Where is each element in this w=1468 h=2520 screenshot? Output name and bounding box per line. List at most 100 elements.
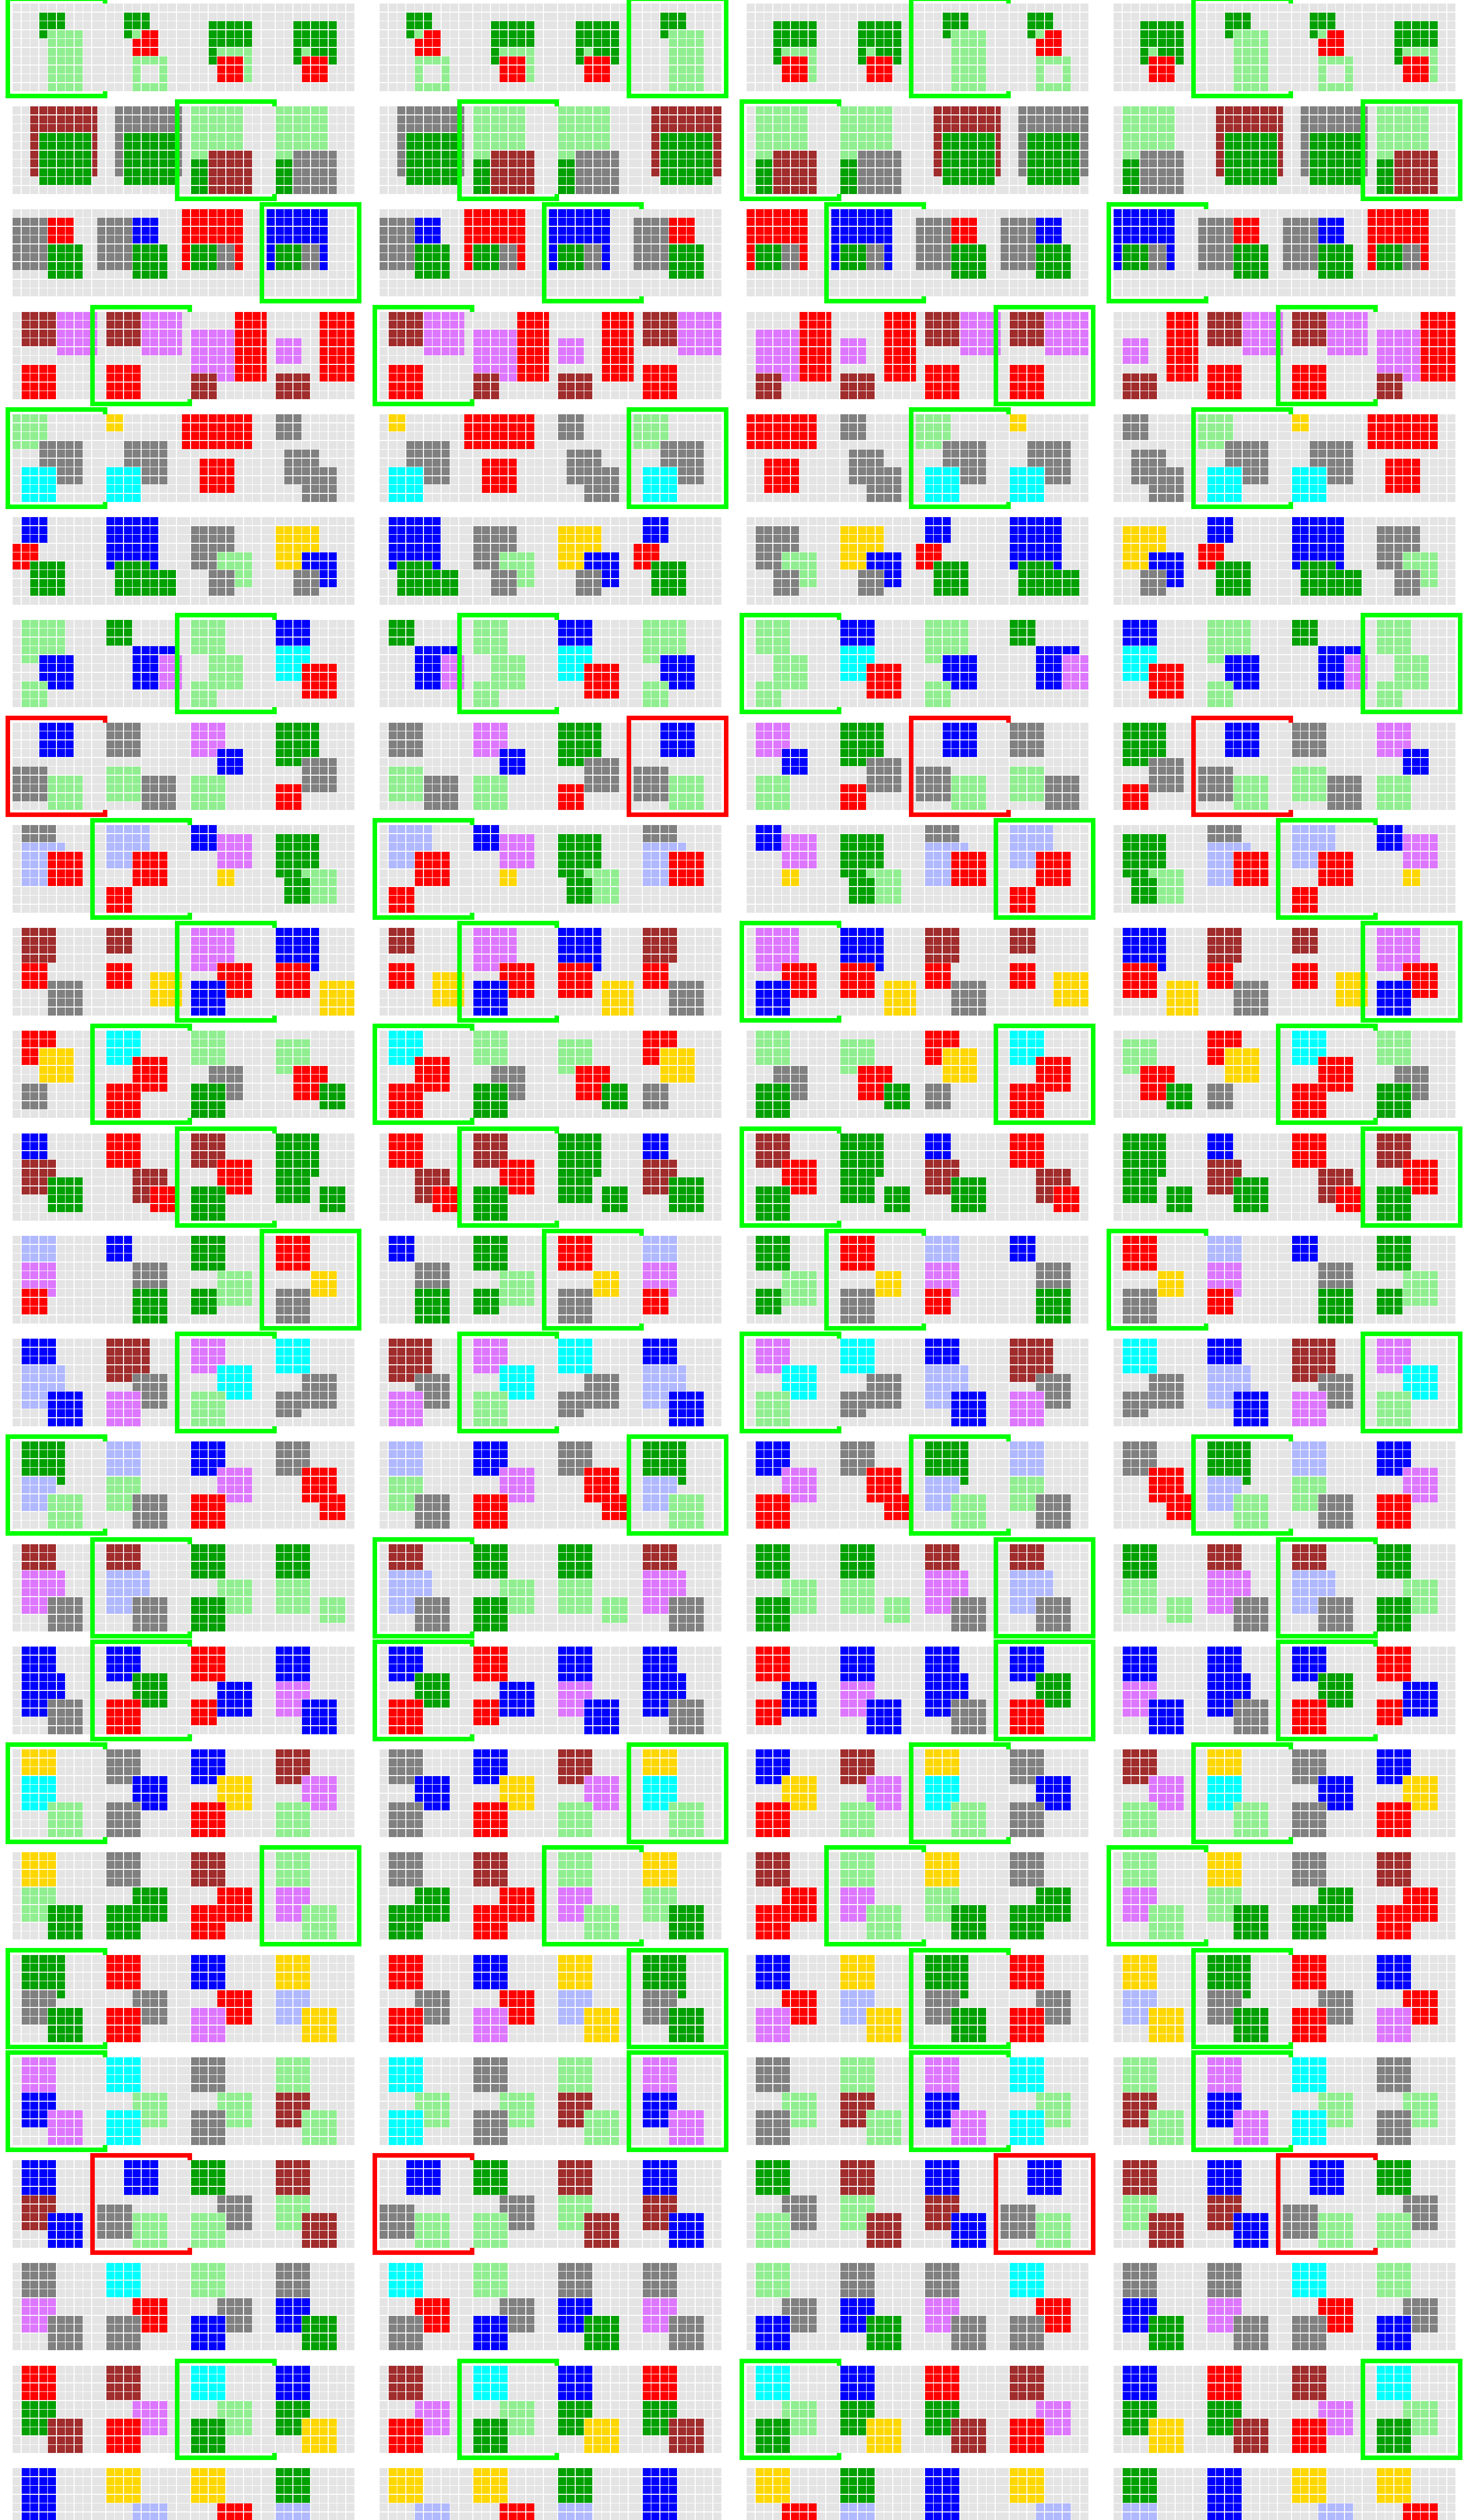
grid-cell xyxy=(558,235,566,244)
task-card[interactable] xyxy=(1101,202,1468,304)
grid-cell xyxy=(397,142,406,150)
grid-cell xyxy=(817,106,826,114)
grid-panel[interactable] xyxy=(1368,209,1455,297)
grid-panel-selected[interactable] xyxy=(542,202,644,304)
grid-panel[interactable] xyxy=(831,106,919,194)
task-card[interactable] xyxy=(0,304,367,406)
grid-panel-selected[interactable] xyxy=(1191,0,1293,98)
task-card[interactable] xyxy=(367,99,734,201)
grid-panel[interactable] xyxy=(380,209,467,297)
grid-panel-selected[interactable] xyxy=(6,0,107,98)
grid-panel[interactable] xyxy=(1001,209,1088,297)
grid-cell xyxy=(39,347,47,355)
grid-panel-selected[interactable] xyxy=(260,202,361,304)
grid-panel-selected[interactable] xyxy=(627,0,728,98)
grid-panel[interactable] xyxy=(1198,209,1286,297)
grid-cell xyxy=(1175,39,1184,47)
task-card[interactable] xyxy=(367,0,734,98)
grid-panel[interactable] xyxy=(182,209,270,297)
grid-cell xyxy=(97,83,106,91)
grid-panel[interactable] xyxy=(1283,209,1371,297)
grid-cell xyxy=(1122,185,1131,194)
task-card[interactable] xyxy=(0,99,367,201)
grid-panel[interactable] xyxy=(182,4,270,91)
grid-panel[interactable] xyxy=(916,106,1004,194)
grid-cell xyxy=(1131,209,1140,217)
grid-cell xyxy=(243,150,252,159)
grid-panel[interactable] xyxy=(13,311,100,399)
grid-panel[interactable] xyxy=(1001,106,1088,194)
task-card[interactable] xyxy=(734,202,1101,304)
task-card[interactable] xyxy=(367,202,734,304)
grid-panel[interactable] xyxy=(464,209,552,297)
grid-panel[interactable] xyxy=(747,209,834,297)
grid-cell xyxy=(208,39,217,47)
grid-cell xyxy=(602,21,610,30)
grid-panel[interactable] xyxy=(1001,4,1088,91)
grid-cell xyxy=(1429,218,1438,226)
grid-cell xyxy=(217,115,226,123)
grid-panel[interactable] xyxy=(1283,106,1371,194)
grid-panel-selected[interactable] xyxy=(1107,202,1208,304)
grid-panel[interactable] xyxy=(464,4,552,91)
grid-cell xyxy=(747,21,755,30)
grid-cell xyxy=(133,235,141,244)
grid-panel[interactable] xyxy=(97,209,185,297)
task-card[interactable] xyxy=(0,202,367,304)
grid-panel[interactable] xyxy=(1198,106,1286,194)
grid-panel[interactable] xyxy=(380,106,467,194)
grid-panel[interactable] xyxy=(1283,4,1371,91)
grid-cell xyxy=(1122,83,1131,91)
grid-panel[interactable] xyxy=(634,209,721,297)
grid-cell xyxy=(1225,21,1233,30)
grid-panel[interactable] xyxy=(13,209,100,297)
grid-panel-selected[interactable] xyxy=(175,99,277,201)
task-card[interactable] xyxy=(0,0,367,98)
grid-cell xyxy=(800,168,808,176)
grid-panel-selected[interactable] xyxy=(740,99,841,201)
grid-panel[interactable] xyxy=(380,4,467,91)
grid-cell xyxy=(1071,56,1080,65)
grid-cell xyxy=(1421,74,1429,83)
grid-panel[interactable] xyxy=(267,106,354,194)
grid-cell xyxy=(1140,74,1148,83)
task-card[interactable] xyxy=(734,0,1101,98)
task-card[interactable] xyxy=(734,99,1101,201)
grid-cell xyxy=(558,244,566,253)
grid-panel[interactable] xyxy=(1368,4,1455,91)
grid-panel[interactable] xyxy=(1114,106,1201,194)
grid-cell xyxy=(713,159,721,167)
grid-cell xyxy=(208,21,217,30)
grid-cell xyxy=(320,226,328,235)
grid-panel-selected[interactable] xyxy=(1361,99,1462,201)
grid-cell xyxy=(808,30,817,38)
grid-cell xyxy=(817,253,826,262)
grid-panel[interactable] xyxy=(1114,4,1201,91)
grid-cell xyxy=(208,159,217,167)
grid-panel[interactable] xyxy=(634,106,721,194)
grid-panel-selected[interactable] xyxy=(824,202,926,304)
grid-cell xyxy=(66,338,74,346)
grid-cell xyxy=(1376,235,1385,244)
grid-panel-selected[interactable] xyxy=(909,0,1011,98)
grid-cell xyxy=(849,262,858,270)
grid-panel[interactable] xyxy=(13,106,100,194)
task-card[interactable] xyxy=(1101,0,1468,98)
grid-panel[interactable] xyxy=(97,106,185,194)
panel-slot xyxy=(1361,99,1462,201)
grid-panel[interactable] xyxy=(549,4,637,91)
grid-cell xyxy=(695,244,704,253)
grid-panel[interactable] xyxy=(831,4,919,91)
grid-panel[interactable] xyxy=(747,4,834,91)
grid-cell xyxy=(83,364,92,373)
grid-panel[interactable] xyxy=(97,4,185,91)
grid-panel[interactable] xyxy=(916,209,1004,297)
grid-cell xyxy=(817,39,826,47)
grid-cell xyxy=(1234,244,1242,253)
grid-panel[interactable] xyxy=(549,106,637,194)
grid-panel[interactable] xyxy=(267,4,354,91)
task-card[interactable] xyxy=(1101,99,1468,201)
grid-panel-selected[interactable] xyxy=(457,99,559,201)
grid-cell xyxy=(620,142,628,150)
grid-cell xyxy=(464,65,473,74)
